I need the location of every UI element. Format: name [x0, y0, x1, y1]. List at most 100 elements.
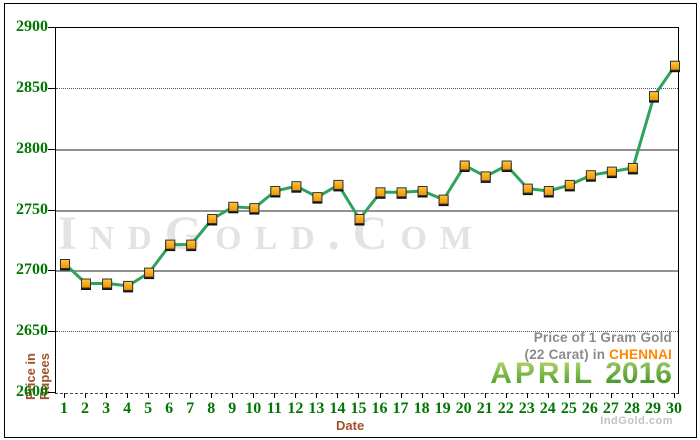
x-tick-label: 21	[476, 400, 493, 417]
data-point-marker	[333, 179, 344, 190]
x-tick-label: 10	[245, 400, 262, 417]
x-axis-tick	[442, 393, 444, 398]
x-axis-tick	[64, 393, 65, 398]
gridline-2800	[56, 148, 678, 151]
data-point-marker	[627, 162, 638, 173]
data-point-marker	[228, 201, 239, 212]
x-tick-label: 24	[539, 400, 556, 417]
x-tick-label: 16	[371, 400, 388, 417]
data-point-marker	[543, 186, 554, 196]
x-tick-label: 25	[560, 400, 577, 417]
x-tick-label: 23	[518, 400, 535, 417]
x-tick-label: 13	[308, 400, 325, 417]
x-tick-label: 4	[123, 400, 132, 417]
x-axis-tick	[674, 393, 675, 398]
data-point-marker	[417, 186, 428, 196]
x-axis-tick	[505, 393, 507, 398]
x-axis-tick	[589, 393, 591, 398]
price-series	[60, 60, 680, 293]
legend-line2: (22 Carat) in CHENNAI	[490, 346, 672, 363]
y-axis-tick	[48, 27, 55, 28]
x-axis-tick	[631, 393, 633, 398]
x-tick-label: 30	[666, 400, 682, 417]
data-point-marker	[438, 194, 449, 205]
data-point-marker	[585, 170, 596, 181]
y-axis-tick	[48, 331, 55, 333]
data-point-marker	[354, 214, 365, 224]
data-point-marker	[291, 181, 302, 192]
x-axis-tick	[421, 393, 423, 398]
y-axis-tick	[48, 209, 55, 211]
data-point-marker	[60, 259, 70, 269]
data-point-marker	[207, 214, 218, 224]
x-tick-label: 18	[413, 400, 430, 417]
legend-line1: Price of 1 Gram Gold	[533, 330, 672, 345]
x-axis-tick	[148, 393, 150, 398]
data-point-marker	[186, 239, 197, 250]
plot-area: IndGold.Com	[55, 27, 680, 394]
y-axis-tick	[48, 392, 55, 393]
gridline-2850	[56, 87, 678, 89]
x-axis-tick	[232, 393, 234, 398]
x-tick-label: 22	[497, 400, 514, 417]
gridline-2700	[56, 270, 678, 273]
data-point-marker	[249, 203, 260, 214]
x-tick-label: 8	[207, 400, 216, 417]
y-tick-label: 2850	[16, 78, 48, 96]
y-axis-tick	[48, 148, 55, 150]
y-tick-label: 2800	[16, 139, 48, 157]
x-tick-label: 19	[434, 400, 451, 417]
legend-month: APRIL	[490, 357, 596, 390]
x-axis-tick	[358, 393, 360, 398]
data-point-marker	[501, 160, 512, 171]
data-point-marker	[670, 60, 680, 71]
x-axis-tick	[316, 393, 318, 398]
x-axis-tick	[106, 393, 108, 398]
x-tick-label: 27	[602, 400, 619, 417]
x-axis-tick	[127, 393, 129, 398]
data-point-marker	[123, 280, 134, 291]
data-point-marker	[312, 192, 323, 203]
x-axis-tick	[274, 393, 276, 398]
data-point-marker	[144, 267, 155, 278]
x-axis-tick	[379, 393, 381, 398]
x-axis-tick	[463, 393, 465, 398]
data-point-marker	[522, 183, 533, 194]
x-tick-label: 6	[165, 400, 174, 417]
legend-year: 2016	[605, 357, 672, 390]
data-point-marker	[606, 166, 617, 177]
x-tick-label: 28	[623, 400, 640, 417]
gridline-2650	[56, 331, 678, 333]
data-point-marker	[480, 171, 491, 182]
x-axis-tick	[337, 393, 339, 398]
x-axis-tick	[547, 393, 549, 398]
y-tick-label: 2900	[16, 18, 48, 35]
x-axis-tick	[652, 393, 654, 398]
x-axis-tick	[484, 393, 486, 398]
x-tick-label: 15	[350, 400, 367, 417]
legend-line2-prefix: (22 Carat) in	[524, 347, 610, 362]
legend-block: Price of 1 Gram Gold (22 Carat) in CHENN…	[490, 329, 672, 390]
x-tick-label: 7	[186, 400, 195, 417]
x-tick-label: 29	[644, 400, 661, 417]
data-point-marker	[102, 278, 113, 289]
data-point-marker	[564, 179, 575, 190]
data-point-marker	[459, 160, 470, 171]
x-axis-tick	[526, 393, 528, 398]
data-point-marker	[649, 91, 659, 102]
x-axis-tick	[295, 393, 297, 398]
x-tick-label: 20	[455, 400, 472, 417]
series-line	[63, 64, 677, 288]
watermark-text: IndGold.Com	[58, 207, 486, 260]
y-tick-label: 2750	[16, 200, 48, 218]
x-axis-tick	[85, 393, 87, 398]
x-axis-title: Date	[336, 418, 365, 433]
x-tick-label: 17	[392, 400, 409, 417]
x-tick-label: 11	[266, 400, 282, 417]
x-tick-label: 26	[581, 400, 598, 417]
x-tick-label: 12	[287, 400, 304, 417]
x-tick-label: 3	[102, 400, 111, 417]
x-axis-tick	[610, 393, 612, 398]
data-point-marker	[396, 187, 407, 198]
data-point-marker	[375, 187, 386, 198]
